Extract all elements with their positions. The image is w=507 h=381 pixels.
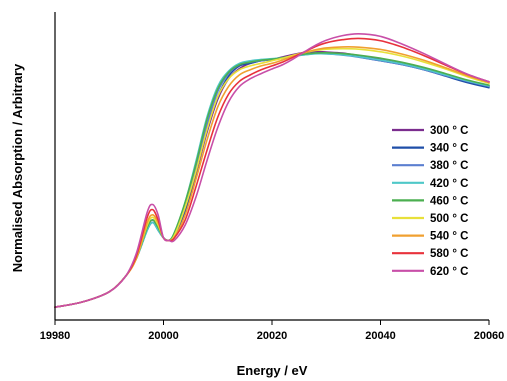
series-line-7	[54, 37, 490, 308]
series-line-1	[54, 52, 490, 308]
series-line-6	[54, 46, 490, 308]
x-ticks: 19980 20000 20020 20040 20060	[40, 320, 505, 342]
legend-label-5: 500 ° C	[430, 213, 468, 225]
series-line-0	[54, 50, 490, 308]
y-axis-title: Normalised Absorption / Arbitrary	[10, 63, 25, 272]
legend-label-8: 620 ° C	[430, 266, 468, 278]
x-tick-label-3: 20040	[365, 330, 396, 342]
legend-label-3: 420 ° C	[430, 178, 468, 190]
legend-label-2: 380 ° C	[430, 160, 468, 172]
x-tick-label-4: 20060	[474, 330, 505, 342]
series-line-5	[54, 47, 490, 308]
series-line-4	[54, 51, 490, 308]
series-layer	[54, 33, 490, 308]
series-line-3	[54, 52, 490, 308]
legend: 300 ° C 340 ° C 380 ° C 420 ° C 460 ° C 500 °…	[392, 125, 468, 278]
legend-label-0: 300 ° C	[430, 125, 468, 137]
legend-label-7: 580 ° C	[430, 248, 468, 260]
x-tick-label-2: 20020	[257, 330, 288, 342]
series-line-2	[54, 52, 490, 308]
legend-label-4: 460 ° C	[430, 195, 468, 207]
legend-label-1: 340 ° C	[430, 143, 468, 155]
x-tick-label-1: 20000	[148, 330, 179, 342]
x-axis-title: Energy / eV	[237, 363, 308, 378]
x-tick-label-0: 19980	[40, 330, 71, 342]
legend-label-6: 540 ° C	[430, 231, 468, 243]
series-line-8	[54, 33, 490, 308]
